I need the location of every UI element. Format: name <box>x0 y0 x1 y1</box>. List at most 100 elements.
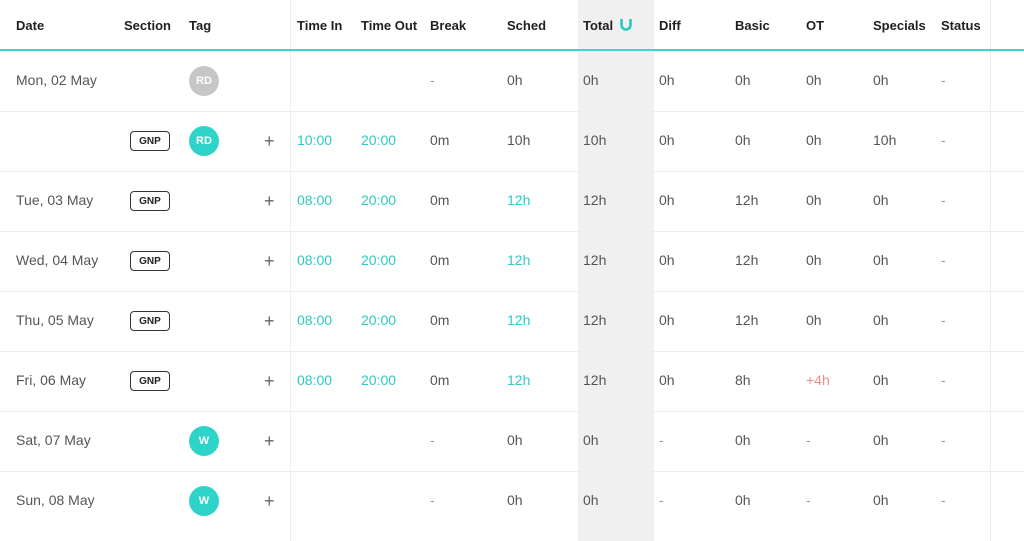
header-time-out[interactable]: Time Out <box>361 18 418 33</box>
section-badge[interactable]: GNP <box>130 251 170 271</box>
cell-diff: 0h <box>659 192 675 208</box>
plus-icon[interactable]: + <box>264 371 275 391</box>
section-badge[interactable]: GNP <box>130 131 170 151</box>
cell-time-out[interactable]: 20:00 <box>361 132 397 148</box>
cell-sched: 12h <box>507 372 531 388</box>
cell-total: 12h <box>583 252 607 268</box>
header-basic[interactable]: Basic <box>735 18 770 33</box>
cell-total: 0h <box>583 492 599 508</box>
plus-icon[interactable]: + <box>264 191 275 211</box>
cell-specials: 0h <box>873 372 889 388</box>
cell-break: 0m <box>430 192 450 208</box>
cell-basic: 12h <box>735 192 759 208</box>
header-specials[interactable]: Specials <box>873 18 926 33</box>
cell-specials: 0h <box>873 72 889 88</box>
plus-icon[interactable]: + <box>264 431 275 451</box>
cell-ot: 0h <box>806 312 822 328</box>
header-sched[interactable]: Sched <box>507 18 547 33</box>
cell-diff: 0h <box>659 132 675 148</box>
cell-specials: 0h <box>873 492 889 508</box>
cell-specials: 0h <box>873 312 889 328</box>
header-ot[interactable]: OT <box>806 18 825 33</box>
cell-diff: 0h <box>659 72 675 88</box>
cell-status: - <box>941 252 946 268</box>
header-status[interactable]: Status <box>941 18 981 33</box>
cell-time-in[interactable]: 10:00 <box>297 132 333 148</box>
cell-time-in[interactable]: 08:00 <box>297 372 333 388</box>
tag-avatar[interactable]: W <box>189 426 219 456</box>
cell-basic: 0h <box>735 132 751 148</box>
plus-icon[interactable]: + <box>264 311 275 331</box>
cell-break: 0m <box>430 132 450 148</box>
cell-sched: 12h <box>507 252 531 268</box>
cell-ot: - <box>806 432 811 448</box>
plus-icon[interactable]: + <box>264 491 275 511</box>
cell-time-in[interactable]: 08:00 <box>297 252 333 268</box>
cell-total: 0h <box>583 432 599 448</box>
cell-time-out[interactable]: 20:00 <box>361 372 397 388</box>
total-column-highlight <box>578 0 654 541</box>
header-section[interactable]: Section <box>124 18 171 33</box>
cell-specials: 10h <box>873 132 897 148</box>
cell-time-in[interactable]: 08:00 <box>297 312 333 328</box>
cell-time-in[interactable]: 08:00 <box>297 192 333 208</box>
plus-icon[interactable]: + <box>264 251 275 271</box>
cell-status: - <box>941 492 946 508</box>
cell-total: 12h <box>583 192 607 208</box>
header-diff[interactable]: Diff <box>659 18 681 33</box>
cell-break: - <box>430 432 435 448</box>
cell-break: - <box>430 72 435 88</box>
cell-status: - <box>941 432 946 448</box>
cell-sched: 0h <box>507 72 523 88</box>
header-tag[interactable]: Tag <box>189 18 212 33</box>
cell-time-out[interactable]: 20:00 <box>361 252 397 268</box>
cell-diff: - <box>659 432 664 448</box>
cell-date: Mon, 02 May <box>16 72 97 88</box>
cell-total: 0h <box>583 72 599 88</box>
cell-diff: - <box>659 492 664 508</box>
row-divider <box>0 171 1024 172</box>
row-divider <box>0 231 1024 232</box>
cell-sched: 10h <box>507 132 531 148</box>
magnet-icon[interactable] <box>620 18 632 37</box>
cell-diff: 0h <box>659 252 675 268</box>
header-break[interactable]: Break <box>430 18 467 33</box>
header-total[interactable]: Total <box>583 18 614 33</box>
cell-date: Tue, 03 May <box>16 192 94 208</box>
cell-basic: 12h <box>735 312 759 328</box>
section-badge[interactable]: GNP <box>130 191 170 211</box>
row-divider <box>0 111 1024 112</box>
cell-ot: - <box>806 492 811 508</box>
section-badge[interactable]: GNP <box>130 311 170 331</box>
cell-status: - <box>941 72 946 88</box>
cell-basic: 0h <box>735 432 751 448</box>
cell-basic: 0h <box>735 72 751 88</box>
cell-ot: +4h <box>806 372 830 388</box>
cell-status: - <box>941 372 946 388</box>
cell-time-out[interactable]: 20:00 <box>361 192 397 208</box>
cell-status: - <box>941 312 946 328</box>
cell-total: 10h <box>583 132 607 148</box>
cell-specials: 0h <box>873 432 889 448</box>
cell-ot: 0h <box>806 192 822 208</box>
cell-diff: 0h <box>659 312 675 328</box>
cell-sched: 0h <box>507 492 523 508</box>
header-time-in[interactable]: Time In <box>297 18 343 33</box>
tag-avatar[interactable]: W <box>189 486 219 516</box>
cell-sched: 12h <box>507 312 531 328</box>
cell-status: - <box>941 192 946 208</box>
cell-basic: 8h <box>735 372 751 388</box>
section-badge[interactable]: GNP <box>130 371 170 391</box>
tag-avatar[interactable]: RD <box>189 126 219 156</box>
cell-sched: 12h <box>507 192 531 208</box>
row-divider <box>0 411 1024 412</box>
row-divider <box>0 471 1024 472</box>
tag-avatar[interactable]: RD <box>189 66 219 96</box>
cell-break: 0m <box>430 252 450 268</box>
cell-break: 0m <box>430 372 450 388</box>
cell-time-out[interactable]: 20:00 <box>361 312 397 328</box>
plus-icon[interactable]: + <box>264 131 275 151</box>
row-divider <box>0 291 1024 292</box>
cell-break: - <box>430 492 435 508</box>
header-date[interactable]: Date <box>16 18 45 33</box>
